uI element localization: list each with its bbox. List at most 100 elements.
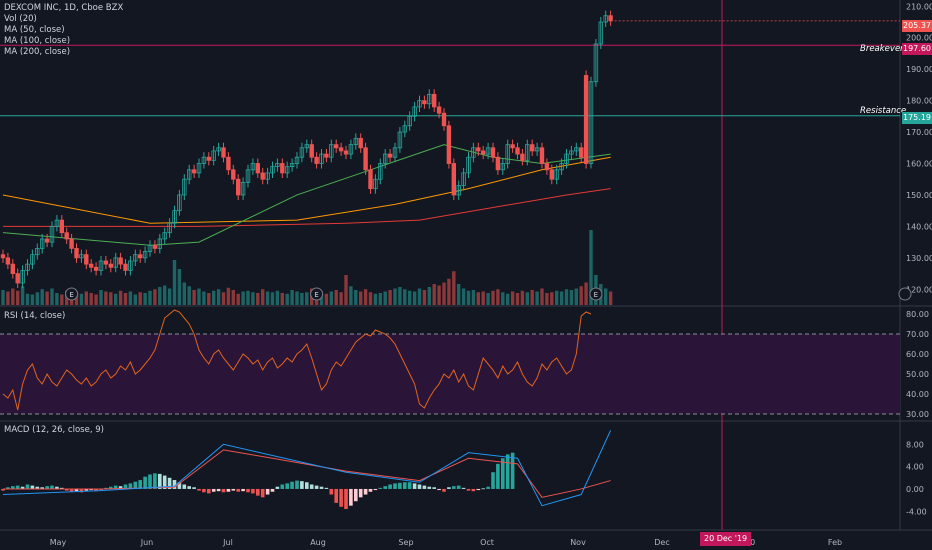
volume-bar (60, 294, 64, 305)
candle-body (579, 147, 584, 158)
time-axis-tick-label: May (50, 538, 67, 547)
candle-body (549, 169, 554, 180)
volume-bar (172, 260, 177, 305)
volume-bar (290, 290, 294, 305)
volume-bar (417, 288, 422, 305)
time-axis-tick-label: Jul (222, 538, 233, 547)
rsi-pane-label[interactable]: RSI (14, close) (4, 311, 66, 321)
volume-bar (182, 282, 186, 305)
candle-body (255, 163, 260, 174)
macd-histogram-bar (501, 458, 505, 489)
macd-histogram-bar (358, 488, 363, 498)
macd-histogram-bar (1, 488, 5, 491)
volume-bar (202, 291, 206, 305)
candle-body (177, 194, 182, 212)
candle-body (451, 163, 456, 196)
macd-histogram-bar (167, 477, 172, 489)
macd-histogram-bar (481, 488, 485, 490)
volume-bar (515, 293, 520, 305)
candle-body (338, 147, 344, 152)
volume-bar (20, 286, 25, 305)
candle-body (123, 263, 128, 271)
legend-ma200[interactable]: MA (200, close) (4, 47, 71, 57)
candle-body (461, 172, 466, 186)
volume-bar (50, 288, 54, 305)
candle-body (436, 106, 442, 114)
candle-body (397, 131, 403, 149)
candle-body (358, 137, 363, 149)
volume-bar (275, 290, 280, 305)
candle-body (108, 263, 113, 268)
volume-bar (447, 278, 451, 305)
candle-body (211, 150, 216, 161)
rsi-line (2, 309, 592, 411)
earnings-marker-label: E (594, 291, 598, 299)
macd-histogram-bar (339, 488, 343, 507)
candle-body (564, 153, 569, 164)
rsi-axis-tick-label: 50.00 (906, 370, 929, 379)
macd-histogram-bar (466, 488, 471, 491)
macd-histogram-bar (69, 488, 74, 492)
symbol-title[interactable]: DEXCOM INC, 1D, Cboe BZX (4, 3, 124, 13)
volume-bar (403, 289, 407, 305)
candle-body (603, 15, 608, 23)
candle-body (373, 178, 378, 190)
candle-body (25, 263, 30, 271)
macd-histogram-bar (74, 488, 79, 492)
candle-body (510, 144, 515, 149)
macd-histogram-bar (476, 488, 481, 491)
macd-histogram-bar (432, 487, 436, 489)
macd-histogram-bar (133, 481, 138, 489)
volume-bar (422, 290, 427, 305)
macd-histogram-bar (226, 488, 231, 492)
price-axis-tick-label: 140.00 (906, 222, 932, 231)
macd-histogram-bar (60, 487, 64, 489)
volume-bar (569, 290, 574, 305)
earnings-marker (589, 287, 603, 301)
volume-bar (177, 269, 182, 305)
legend-ma100[interactable]: MA (100, close) (4, 36, 71, 46)
volume-bar (535, 291, 539, 305)
candle-body (30, 254, 35, 265)
legend-volume[interactable]: Vol (20) (4, 14, 37, 24)
macd-histogram-bar (162, 475, 167, 489)
time-axis-tick-label: Nov (570, 538, 586, 547)
macd-histogram-bar (89, 488, 93, 491)
rsi-axis-tick-label: 30.00 (906, 410, 929, 419)
macd-histogram-bar (510, 452, 515, 489)
volume-bar (510, 291, 515, 305)
candle-body (162, 232, 167, 240)
volume-bar (442, 282, 446, 305)
time-axis-tick-label: Jun (140, 538, 154, 547)
macd-histogram-bar (309, 484, 314, 489)
candle-body (427, 93, 432, 105)
macd-histogram-bar (461, 487, 466, 489)
macd-histogram-bar (109, 486, 113, 489)
macd-pane-label[interactable]: MACD (12, 26, close, 9) (4, 425, 104, 435)
volume-bar (461, 288, 466, 305)
volume-bar (579, 286, 583, 305)
macd-histogram-bar (334, 488, 338, 503)
volume-bar (99, 290, 103, 305)
macd-histogram-bar (496, 463, 500, 489)
volume-bar (555, 290, 559, 305)
macd-histogram-bar (349, 488, 353, 506)
rsi-axis-tick-label: 40.00 (906, 390, 929, 399)
macd-histogram-bar (143, 476, 147, 489)
candle-body (412, 106, 417, 117)
macd-histogram-bar (20, 486, 25, 489)
candle-body (598, 21, 603, 45)
volume-bar (153, 289, 157, 305)
candle-body (520, 153, 525, 161)
candle-body (446, 125, 452, 164)
volume-bar (319, 293, 324, 305)
volume-bar (148, 290, 152, 305)
legend-ma50[interactable]: MA (50, close) (4, 25, 65, 35)
candle-body (216, 147, 221, 152)
macd-histogram-bar (25, 484, 30, 489)
volume-bar (496, 289, 500, 305)
volume-bar (197, 288, 201, 305)
macd-histogram-bar (270, 488, 275, 492)
volume-bar (491, 290, 495, 305)
